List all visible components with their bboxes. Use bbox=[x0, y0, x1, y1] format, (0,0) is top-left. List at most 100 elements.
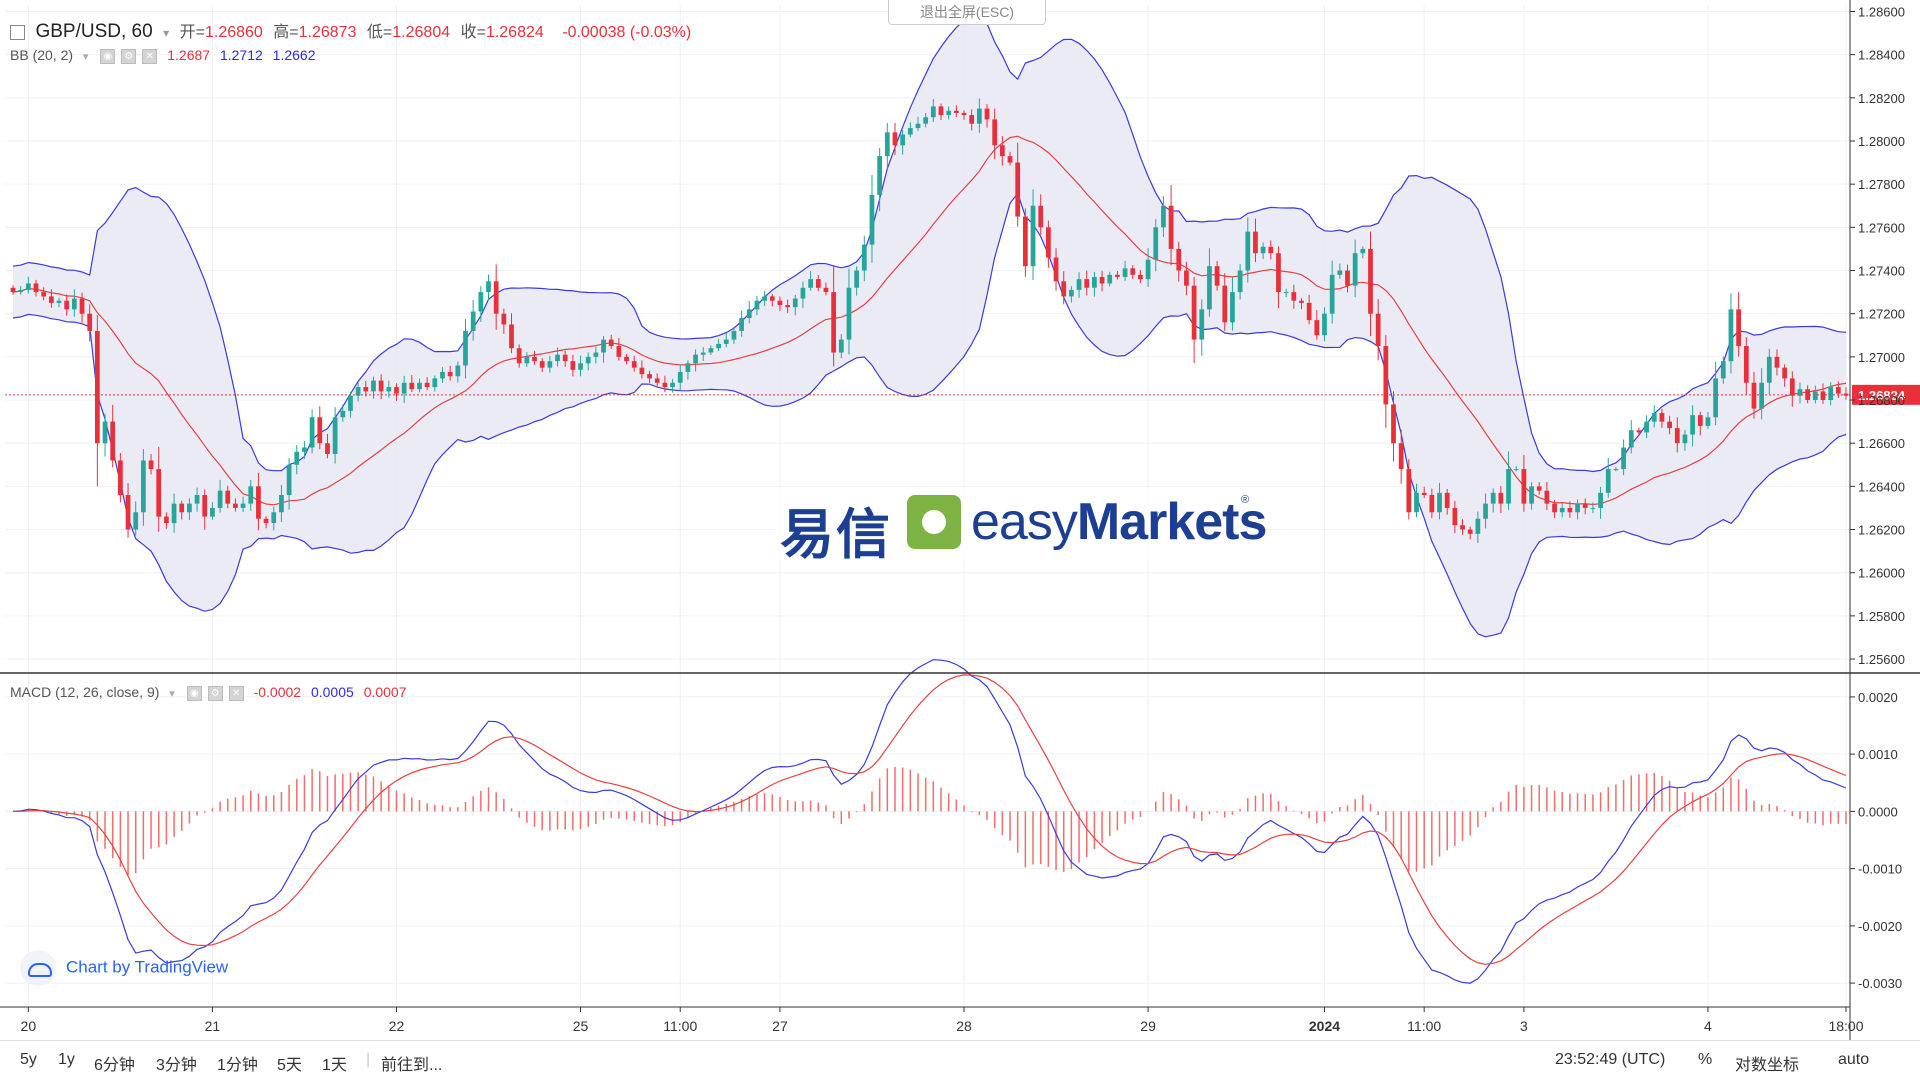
candle bbox=[1682, 434, 1688, 444]
candle bbox=[332, 417, 338, 454]
candle bbox=[555, 354, 560, 362]
candle bbox=[1751, 382, 1757, 409]
divider: | bbox=[366, 1051, 371, 1068]
candle bbox=[1720, 361, 1726, 379]
candle bbox=[624, 356, 629, 362]
candle bbox=[179, 503, 185, 513]
candle bbox=[1168, 205, 1174, 249]
candle bbox=[547, 361, 553, 368]
candle bbox=[685, 363, 691, 372]
symbol-label[interactable]: GBP/USD, 60 bbox=[35, 21, 153, 42]
tradingview-cloud-icon bbox=[20, 950, 56, 986]
candle bbox=[1736, 309, 1742, 347]
range-5d[interactable]: 5天 bbox=[277, 1057, 302, 1074]
candle bbox=[271, 512, 277, 524]
y-tick-label: 1.27800 bbox=[1858, 177, 1905, 192]
close-label: 收= bbox=[460, 24, 486, 41]
candle bbox=[1268, 246, 1274, 254]
log-scale-toggle[interactable]: 对数坐标 bbox=[1735, 1057, 1800, 1074]
range-3min[interactable]: 3分钟 bbox=[156, 1057, 197, 1074]
candle bbox=[463, 330, 468, 366]
candle bbox=[263, 518, 269, 524]
candle bbox=[976, 108, 982, 124]
macd-y-tick-label: 0.0010 bbox=[1858, 747, 1898, 762]
x-tick-label: 2024 bbox=[1309, 1018, 1340, 1034]
candle bbox=[1582, 503, 1588, 508]
y-tick-label: 1.27400 bbox=[1858, 264, 1905, 279]
range-1y[interactable]: 1y bbox=[58, 1051, 75, 1068]
candle bbox=[1360, 248, 1366, 254]
candle bbox=[1697, 415, 1703, 426]
candle bbox=[639, 367, 645, 375]
candle bbox=[1728, 309, 1734, 362]
range-1d[interactable]: 1天 bbox=[322, 1057, 347, 1074]
macd-value-2: 0.0005 bbox=[310, 684, 354, 700]
range-1min[interactable]: 1分钟 bbox=[217, 1057, 258, 1074]
candle bbox=[1314, 320, 1320, 336]
bb-name[interactable]: BB (20, 2) bbox=[10, 47, 74, 63]
goto-button[interactable]: 前往到... bbox=[381, 1057, 443, 1074]
candle bbox=[110, 421, 116, 461]
macd-name[interactable]: MACD (12, 26, close, 9) bbox=[10, 684, 160, 700]
candle bbox=[279, 494, 284, 513]
x-tick-label: 11:00 bbox=[663, 1018, 697, 1034]
candle bbox=[677, 371, 683, 383]
symbol-legend: GBP/USD, 60 ▾ 开=1.26860 高=1.26873 低=1.26… bbox=[10, 18, 697, 43]
macd-dropdown-icon[interactable]: ▾ bbox=[169, 688, 175, 700]
candle bbox=[1253, 231, 1258, 254]
symbol-dropdown-icon[interactable]: ▾ bbox=[163, 26, 170, 40]
y-tick-label: 1.26200 bbox=[1858, 523, 1905, 538]
candle bbox=[164, 516, 169, 524]
y-tick-label: 1.28400 bbox=[1858, 48, 1905, 63]
candle bbox=[532, 356, 537, 362]
candle bbox=[1176, 248, 1182, 271]
candle bbox=[1299, 300, 1304, 303]
candle bbox=[1230, 292, 1235, 323]
range-6min[interactable]: 6分钟 bbox=[94, 1057, 135, 1074]
candle bbox=[524, 356, 530, 364]
candle bbox=[869, 194, 875, 245]
easymarkets-logo-icon bbox=[907, 495, 961, 549]
candle bbox=[1383, 346, 1389, 405]
close-icon[interactable]: ✕ bbox=[228, 685, 244, 701]
y-tick-label: 1.27600 bbox=[1858, 220, 1905, 235]
macd-value-3: 0.0007 bbox=[363, 684, 407, 700]
tradingview-branding[interactable]: Chart by TradingView bbox=[20, 950, 228, 986]
candle bbox=[1705, 417, 1711, 426]
exit-fullscreen-button[interactable]: 退出全屏(ESC) bbox=[888, 0, 1046, 25]
candle bbox=[1115, 274, 1120, 277]
watermark-en: easyMarkets bbox=[971, 492, 1267, 552]
candle bbox=[1084, 279, 1090, 288]
y-tick-label: 1.26000 bbox=[1858, 566, 1905, 581]
gear-icon[interactable]: ⚙ bbox=[121, 48, 137, 64]
candle bbox=[1061, 281, 1067, 297]
range-5y[interactable]: 5y bbox=[20, 1051, 37, 1068]
candle bbox=[930, 106, 936, 118]
percent-toggle[interactable]: % bbox=[1698, 1051, 1713, 1068]
gear-icon[interactable]: ⚙ bbox=[207, 685, 223, 701]
candle bbox=[79, 298, 85, 314]
candle bbox=[1260, 246, 1266, 254]
watermark-reg: ® bbox=[1241, 494, 1250, 506]
candle bbox=[946, 110, 952, 116]
candle bbox=[1567, 507, 1573, 513]
candle bbox=[938, 106, 944, 116]
y-tick-label: 1.28000 bbox=[1858, 134, 1905, 149]
eye-icon[interactable]: ◉ bbox=[186, 685, 202, 701]
candle bbox=[1536, 486, 1542, 491]
candle bbox=[1621, 447, 1626, 470]
candle bbox=[1483, 503, 1488, 519]
auto-scale-toggle[interactable]: auto bbox=[1838, 1051, 1870, 1068]
candle bbox=[647, 374, 652, 379]
candle bbox=[1130, 268, 1136, 275]
eye-icon[interactable]: ◉ bbox=[100, 48, 116, 64]
utc-clock[interactable]: 23:52:49 (UTC) bbox=[1555, 1051, 1666, 1068]
collapse-icon[interactable] bbox=[10, 25, 25, 41]
open-label: 开= bbox=[179, 24, 205, 41]
close-icon[interactable]: ✕ bbox=[142, 48, 158, 64]
candle bbox=[1598, 492, 1603, 508]
bb-dropdown-icon[interactable]: ▾ bbox=[82, 51, 89, 63]
candle bbox=[1460, 525, 1465, 530]
candle bbox=[861, 244, 867, 271]
candle bbox=[1659, 412, 1665, 422]
